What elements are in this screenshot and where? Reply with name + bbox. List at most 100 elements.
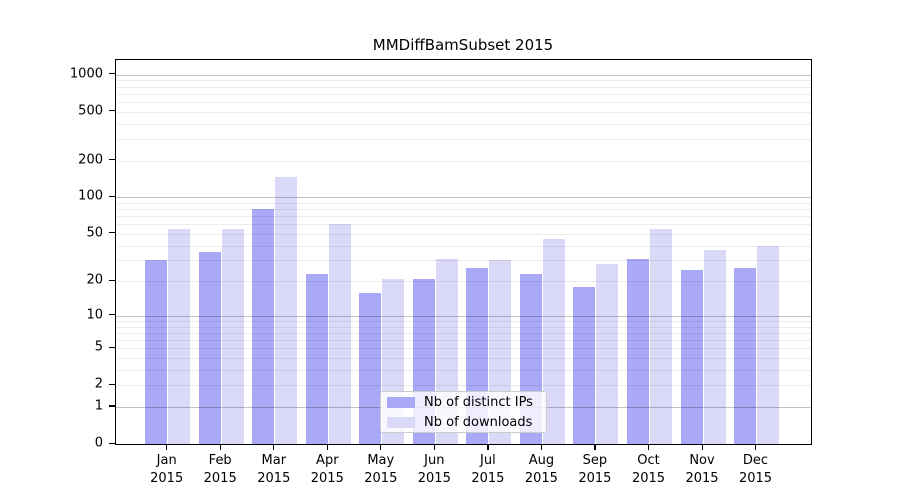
- gridline: [116, 245, 811, 247]
- bar-distinct-ips: [573, 286, 596, 444]
- gridline: [116, 369, 811, 371]
- gridline: [116, 160, 811, 162]
- bar-downloads: [328, 224, 351, 444]
- x-tick-label: Sep 2015: [578, 453, 612, 486]
- x-tick-label: Jul 2015: [471, 453, 505, 486]
- x-tick-label: May 2015: [364, 453, 398, 486]
- y-tick-label: 50: [86, 225, 103, 241]
- y-tick: [109, 279, 115, 281]
- x-tick: [487, 444, 489, 450]
- gridline: [116, 209, 811, 211]
- bar-distinct-ips: [145, 260, 168, 444]
- gridline: [116, 123, 811, 125]
- x-tick: [273, 444, 275, 450]
- x-tick: [755, 444, 757, 450]
- y-tick: [109, 73, 115, 75]
- bar-distinct-ips: [359, 292, 382, 444]
- gridline: [116, 197, 811, 199]
- bar-distinct-ips: [252, 209, 275, 444]
- x-tick-label: Oct 2015: [631, 453, 666, 486]
- gridline: [116, 326, 811, 328]
- gridline: [116, 358, 811, 359]
- gridline: [116, 340, 811, 341]
- y-tick: [109, 346, 115, 348]
- gridline: [116, 111, 811, 113]
- x-tick: [219, 444, 221, 450]
- x-tick-label: Jan 2015: [150, 453, 184, 486]
- x-tick-label: Aug 2015: [524, 453, 558, 486]
- bar-distinct-ips: [734, 267, 756, 444]
- bar-downloads: [703, 249, 726, 444]
- x-tick-label: Mar 2015: [257, 453, 291, 486]
- y-tick: [109, 405, 115, 407]
- x-tick: [380, 444, 382, 450]
- x-tick: [701, 444, 703, 450]
- gridline: [116, 74, 811, 76]
- chart-title: MMDiffBamSubset 2015: [372, 36, 554, 54]
- legend-label-distinct-ips: Nb of distinct IPs: [424, 394, 533, 410]
- bar-distinct-ips: [305, 274, 328, 444]
- y-tick-label: 2: [94, 376, 103, 392]
- y-tick-label: 5: [94, 339, 103, 355]
- y-tick: [109, 383, 115, 385]
- bar-downloads: [596, 264, 619, 444]
- x-tick-label: Jun 2015: [417, 453, 451, 486]
- legend: Nb of distinct IPs Nb of downloads: [380, 391, 547, 433]
- y-tick-label: 20: [86, 272, 103, 288]
- gridline: [116, 281, 811, 283]
- y-tick: [109, 232, 115, 234]
- gridline: [116, 260, 811, 262]
- x-tick: [594, 444, 596, 450]
- x-tick: [166, 444, 168, 450]
- y-tick: [109, 314, 115, 316]
- bar-distinct-ips: [627, 258, 649, 444]
- bar-downloads: [757, 245, 779, 444]
- y-tick: [109, 159, 115, 161]
- y-tick-label: 1: [94, 398, 103, 414]
- gridline: [116, 332, 811, 334]
- gridline: [116, 233, 811, 235]
- gridline: [116, 348, 811, 350]
- y-tick: [109, 442, 115, 444]
- bar-downloads: [275, 176, 298, 444]
- legend-item-distinct-ips: Nb of distinct IPs: [387, 395, 540, 410]
- gridline: [116, 80, 811, 82]
- gridline: [116, 138, 811, 140]
- x-tick: [326, 444, 328, 450]
- bar-downloads: [168, 228, 191, 444]
- bar-downloads: [221, 228, 244, 444]
- legend-item-downloads: Nb of downloads: [387, 415, 540, 430]
- y-tick-label: 100: [78, 188, 103, 204]
- gridline: [116, 86, 811, 88]
- gridline: [116, 93, 811, 95]
- x-tick: [648, 444, 650, 450]
- gridline: [116, 224, 811, 226]
- plot-area: [115, 59, 812, 445]
- bar-distinct-ips: [680, 269, 703, 444]
- bar-downloads: [650, 228, 672, 444]
- x-tick-label: Nov 2015: [685, 453, 719, 486]
- y-tick-label: 500: [78, 103, 103, 119]
- gridline: [116, 320, 811, 322]
- y-tick-label: 0: [94, 435, 103, 451]
- y-tick-label: 10: [86, 307, 103, 323]
- y-tick-label: 200: [78, 152, 103, 167]
- legend-swatch-downloads: [387, 416, 415, 428]
- x-tick-label: Apr 2015: [310, 453, 344, 486]
- x-tick: [540, 444, 543, 450]
- gridline: [116, 315, 811, 317]
- gridline: [116, 216, 811, 218]
- y-tick: [109, 110, 115, 112]
- x-tick: [433, 444, 435, 450]
- legend-label-downloads: Nb of downloads: [424, 414, 533, 430]
- bar-distinct-ips: [198, 252, 221, 444]
- y-tick: [109, 195, 115, 197]
- legend-swatch-distinct-ips: [387, 396, 415, 408]
- gridline: [116, 202, 811, 204]
- bar-downloads: [542, 239, 565, 444]
- gridline: [116, 385, 811, 387]
- y-tick-label: 1000: [69, 66, 103, 82]
- x-tick-label: Dec 2015: [738, 453, 773, 486]
- x-tick-label: Feb 2015: [203, 453, 237, 486]
